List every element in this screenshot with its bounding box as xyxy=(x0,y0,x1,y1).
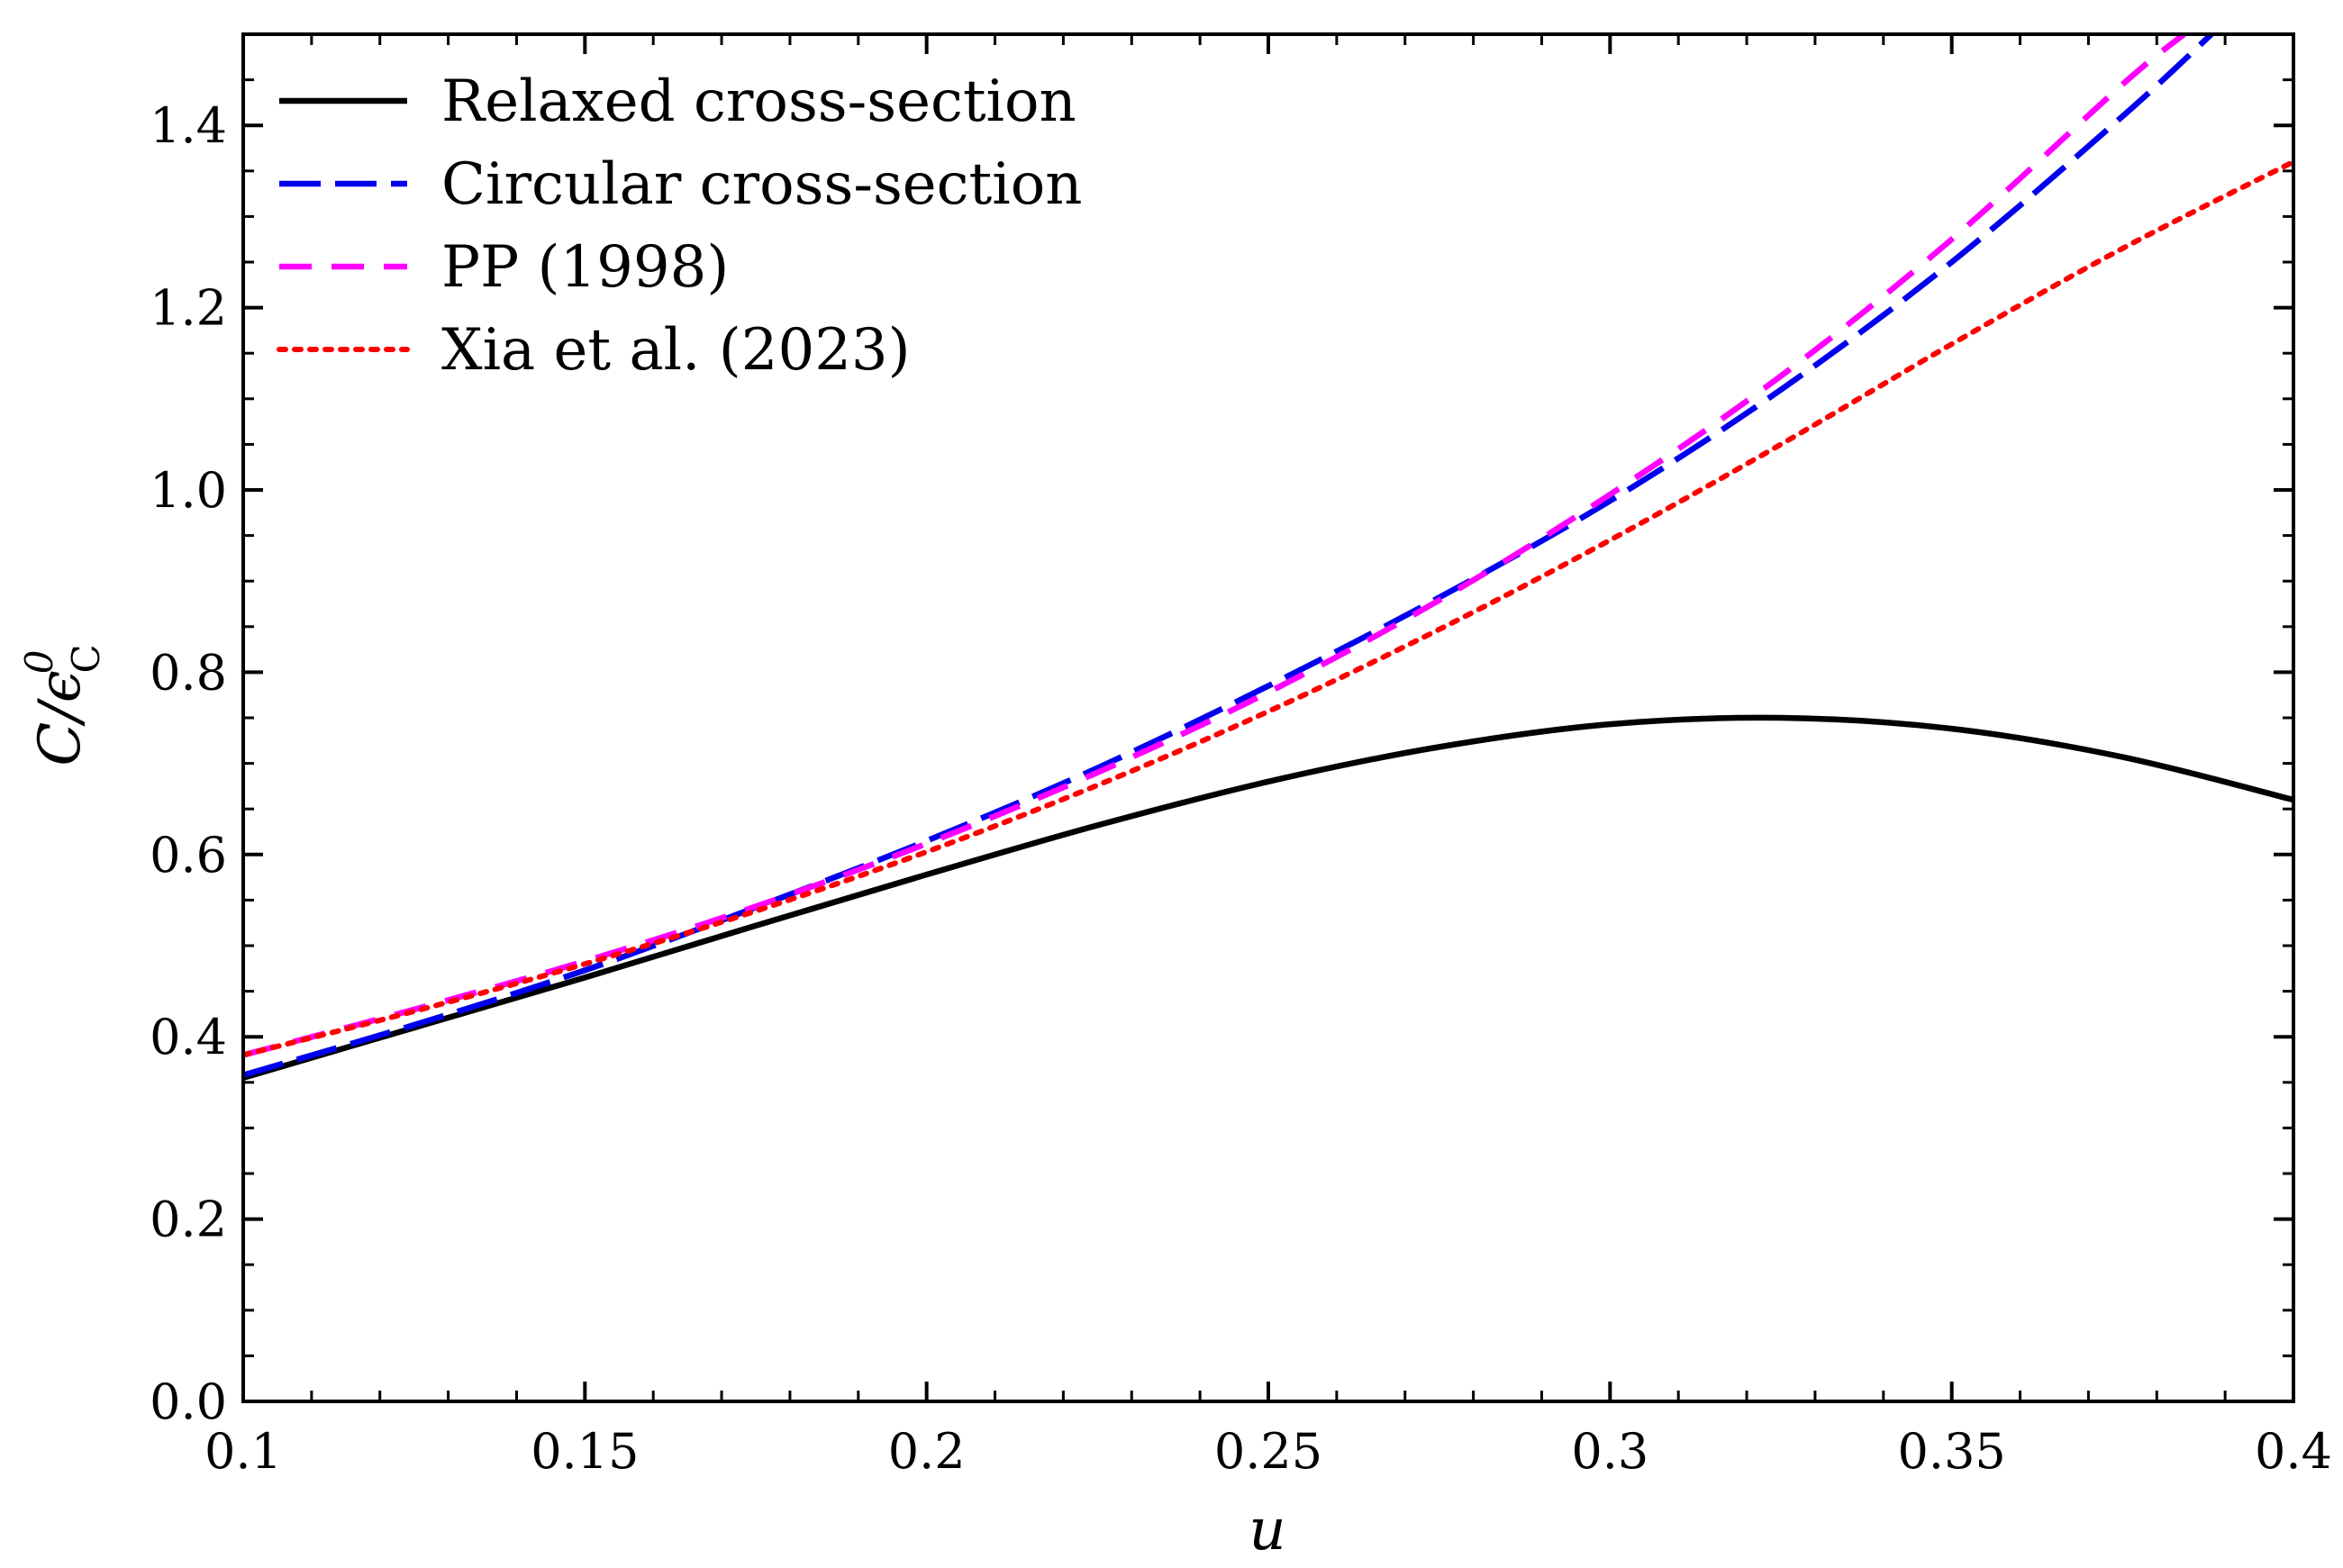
y-tick-label: 1.2 xyxy=(150,280,227,337)
y-tick-label: 0.8 xyxy=(150,644,227,701)
y-axis-label: C/ϵ0C xyxy=(17,644,108,766)
y-tick-label: 1.0 xyxy=(150,462,227,519)
x-tick-label: 0.2 xyxy=(888,1423,966,1480)
legend: Relaxed cross-section Circular cross-sect… xyxy=(277,68,1082,384)
y-tick-label: 0.2 xyxy=(150,1192,227,1248)
x-tick-label: 0.3 xyxy=(1571,1423,1648,1480)
y-axis-label-main: C/ϵ xyxy=(27,670,94,766)
x-axis-label: u xyxy=(1249,1497,1285,1563)
x-tick-label: 0.15 xyxy=(531,1423,639,1480)
y-axis-label-group: C/ϵ0C xyxy=(17,644,108,766)
legend-label-pp-1998: PP (1998) xyxy=(441,234,729,301)
legend-label-xia-et-al-2023: Xia et al. (2023) xyxy=(441,317,911,384)
y-axis-label-sub: C xyxy=(64,644,108,673)
series-line-circular-cross-section xyxy=(243,34,2214,1078)
series-layer xyxy=(243,34,2293,1081)
x-tick-label: 0.25 xyxy=(1214,1423,1322,1480)
legend-label-relaxed-cross-section: Relaxed cross-section xyxy=(441,68,1076,135)
y-tick-label: 0.0 xyxy=(150,1373,227,1430)
y-tick-label: 1.4 xyxy=(150,97,227,154)
axes-layer: 0.1 0.15 0.2 0.25 0.3 0.35 0.4 0.0 0.2 0.4 0.6 0.8 1… xyxy=(150,32,2332,1480)
y-tick-label: 0.6 xyxy=(150,827,227,884)
series-line-xia-et-al-2023 xyxy=(243,159,2293,1058)
y-tick-label: 0.4 xyxy=(150,1009,227,1065)
series-line-relaxed-cross-section xyxy=(243,714,2293,1081)
y-axis-label-sup: 0 xyxy=(17,650,61,675)
x-tick-label: 0.4 xyxy=(2255,1423,2332,1480)
series-line-pp-1998 xyxy=(243,34,2186,1058)
x-tick-label: 0.35 xyxy=(1898,1423,2006,1480)
x-tick-label: 0.1 xyxy=(204,1423,282,1480)
legend-label-circular-cross-section: Circular cross-section xyxy=(441,151,1082,218)
